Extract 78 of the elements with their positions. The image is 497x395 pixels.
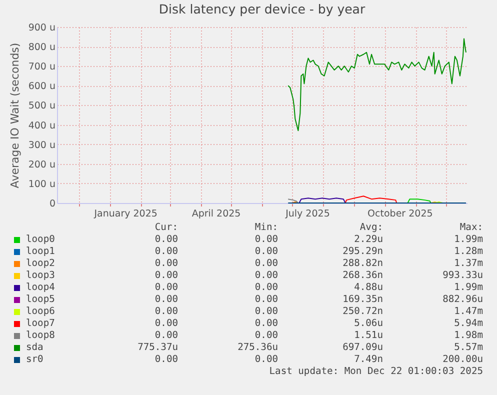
text: 0.00 [154, 270, 178, 282]
text: 0.00 [254, 282, 278, 294]
text: 775.37u [138, 342, 178, 354]
x-tick-label: January 2025 [93, 208, 158, 220]
text: 275.36u [238, 342, 278, 354]
text: Cur: [154, 222, 178, 234]
text: 0.00 [154, 354, 178, 366]
text: 0.00 [254, 318, 278, 330]
text: 0.00 [154, 330, 178, 342]
x-tick-label: July 2025 [284, 208, 330, 220]
y-tick-label: 0 [49, 198, 56, 210]
text: 4.88u [354, 282, 383, 294]
y-tick-label: 100 u [28, 178, 56, 190]
text: 295.29n [342, 246, 383, 258]
text: 0.00 [254, 246, 278, 258]
legend-label: loop4 [26, 282, 55, 294]
text: 0.00 [154, 318, 178, 330]
text: 0.00 [254, 270, 278, 282]
text: 5.57m [454, 342, 483, 354]
legend-label: loop5 [26, 294, 55, 306]
y-tick-label: 800 u [28, 42, 56, 54]
y-tick-label: 500 u [28, 100, 56, 112]
text: 0.00 [154, 294, 178, 306]
text: 0.00 [154, 234, 178, 246]
text: 200.00u [442, 354, 483, 366]
y-tick-label: 600 u [28, 81, 56, 92]
text: 0.00 [154, 282, 178, 294]
legend-label: loop3 [26, 270, 55, 282]
text: Min: [254, 222, 278, 234]
text: 0.00 [154, 246, 178, 258]
legend-label: sr0 [26, 354, 44, 366]
text: 0.00 [254, 234, 278, 246]
legend-label: loop1 [26, 246, 55, 258]
text: 268.36n [342, 270, 383, 282]
text: 1.99m [454, 234, 483, 246]
text: 0.00 [254, 330, 278, 342]
legend-label: loop8 [26, 330, 55, 342]
text: 288.82n [342, 258, 383, 270]
text: 0.00 [254, 294, 278, 306]
text: 1.47m [454, 306, 483, 318]
text: 1.98m [454, 330, 483, 342]
legend-label: loop2 [26, 258, 55, 270]
legend-label: loop6 [26, 306, 55, 318]
text: Max: [460, 222, 483, 234]
y-axis-title: Average IO Wait (seconds) [8, 42, 22, 188]
y-tick-label: 900 u [28, 22, 56, 34]
text: 1.37m [454, 258, 483, 270]
text: 7.49n [354, 354, 383, 366]
line-series [344, 196, 398, 204]
y-tick-label: 300 u [28, 140, 56, 151]
text: 2.29u [354, 234, 383, 246]
chart-title: Disk latency per device - by year [158, 2, 366, 16]
text: 0.00 [154, 258, 178, 270]
text: Avg: [360, 222, 383, 234]
text: 993.33u [442, 270, 483, 282]
legend-label: sda [26, 342, 44, 354]
text: 1.51u [354, 330, 383, 342]
x-tick-label: April 2025 [192, 208, 241, 220]
line-series [288, 38, 466, 132]
text: 5.06u [354, 318, 383, 330]
text: 697.09u [342, 342, 383, 354]
text: 1.99m [454, 282, 483, 294]
y-tick-label: 400 u [28, 120, 56, 132]
y-tick-label: 200 u [28, 159, 56, 170]
text: 0.00 [254, 258, 278, 270]
text: 0.00 [254, 306, 278, 318]
legend-label: loop0 [26, 234, 55, 246]
text: 169.35n [342, 294, 383, 306]
text: 250.72n [342, 306, 383, 318]
legend-label: loop7 [26, 318, 55, 330]
text: 1.28m [454, 246, 483, 258]
x-tick-label: October 2025 [368, 208, 433, 220]
y-tick-label: 700 u [28, 62, 56, 73]
text: 5.94m [454, 318, 483, 330]
text: Last update: Mon Dec 22 01:00:03 2025 [269, 366, 483, 378]
text: 882.96u [442, 294, 483, 306]
text: 0.00 [254, 354, 278, 366]
text: 0.00 [154, 306, 178, 318]
